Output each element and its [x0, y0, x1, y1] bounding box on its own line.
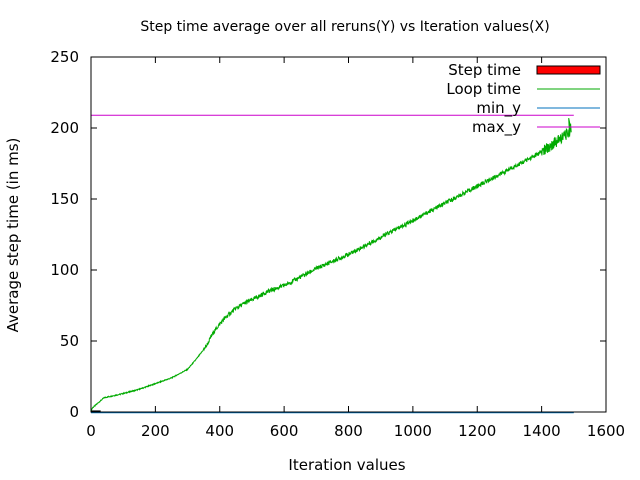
y-tick-label: 200: [50, 119, 79, 137]
chart-title: Step time average over all reruns(Y) vs …: [140, 19, 549, 35]
y-tick-label: 150: [50, 190, 79, 208]
x-tick-label: 1400: [523, 422, 561, 440]
y-tick-label: 0: [69, 403, 79, 421]
legend-label-step-time: Step time: [448, 61, 521, 79]
plot-frame: [90, 56, 607, 413]
series-loop-time-line: [90, 118, 572, 412]
x-tick-label: 1600: [587, 422, 625, 440]
x-tick-label: 0: [86, 422, 96, 440]
legend-label-max-y: max_y: [472, 118, 521, 137]
y-tick-label: 100: [50, 261, 79, 279]
x-tick-label: 1200: [458, 422, 496, 440]
x-axis-label: Iteration values: [288, 456, 405, 474]
x-tick-label: 800: [334, 422, 363, 440]
axes-layer: 0 200 400 600 800 1000 1200 1400 1600 0 50 100 150 20…: [50, 48, 625, 440]
x-tick-label: 400: [205, 422, 234, 440]
y-tick-label: 250: [50, 48, 79, 66]
legend-label-min-y: min_y: [476, 99, 521, 118]
legend-swatch-step-time: [536, 65, 601, 75]
y-tick-label: 50: [60, 332, 79, 350]
x-tick-label: 600: [270, 422, 299, 440]
y-axis-label: Average step time (in ms): [4, 138, 22, 333]
series-step-time-bar: [91, 410, 101, 413]
x-tick-label: 1000: [394, 422, 432, 440]
x-tick-label: 200: [141, 422, 170, 440]
legend-label-loop-time: Loop time: [446, 80, 521, 98]
series-layer: [90, 114, 574, 414]
